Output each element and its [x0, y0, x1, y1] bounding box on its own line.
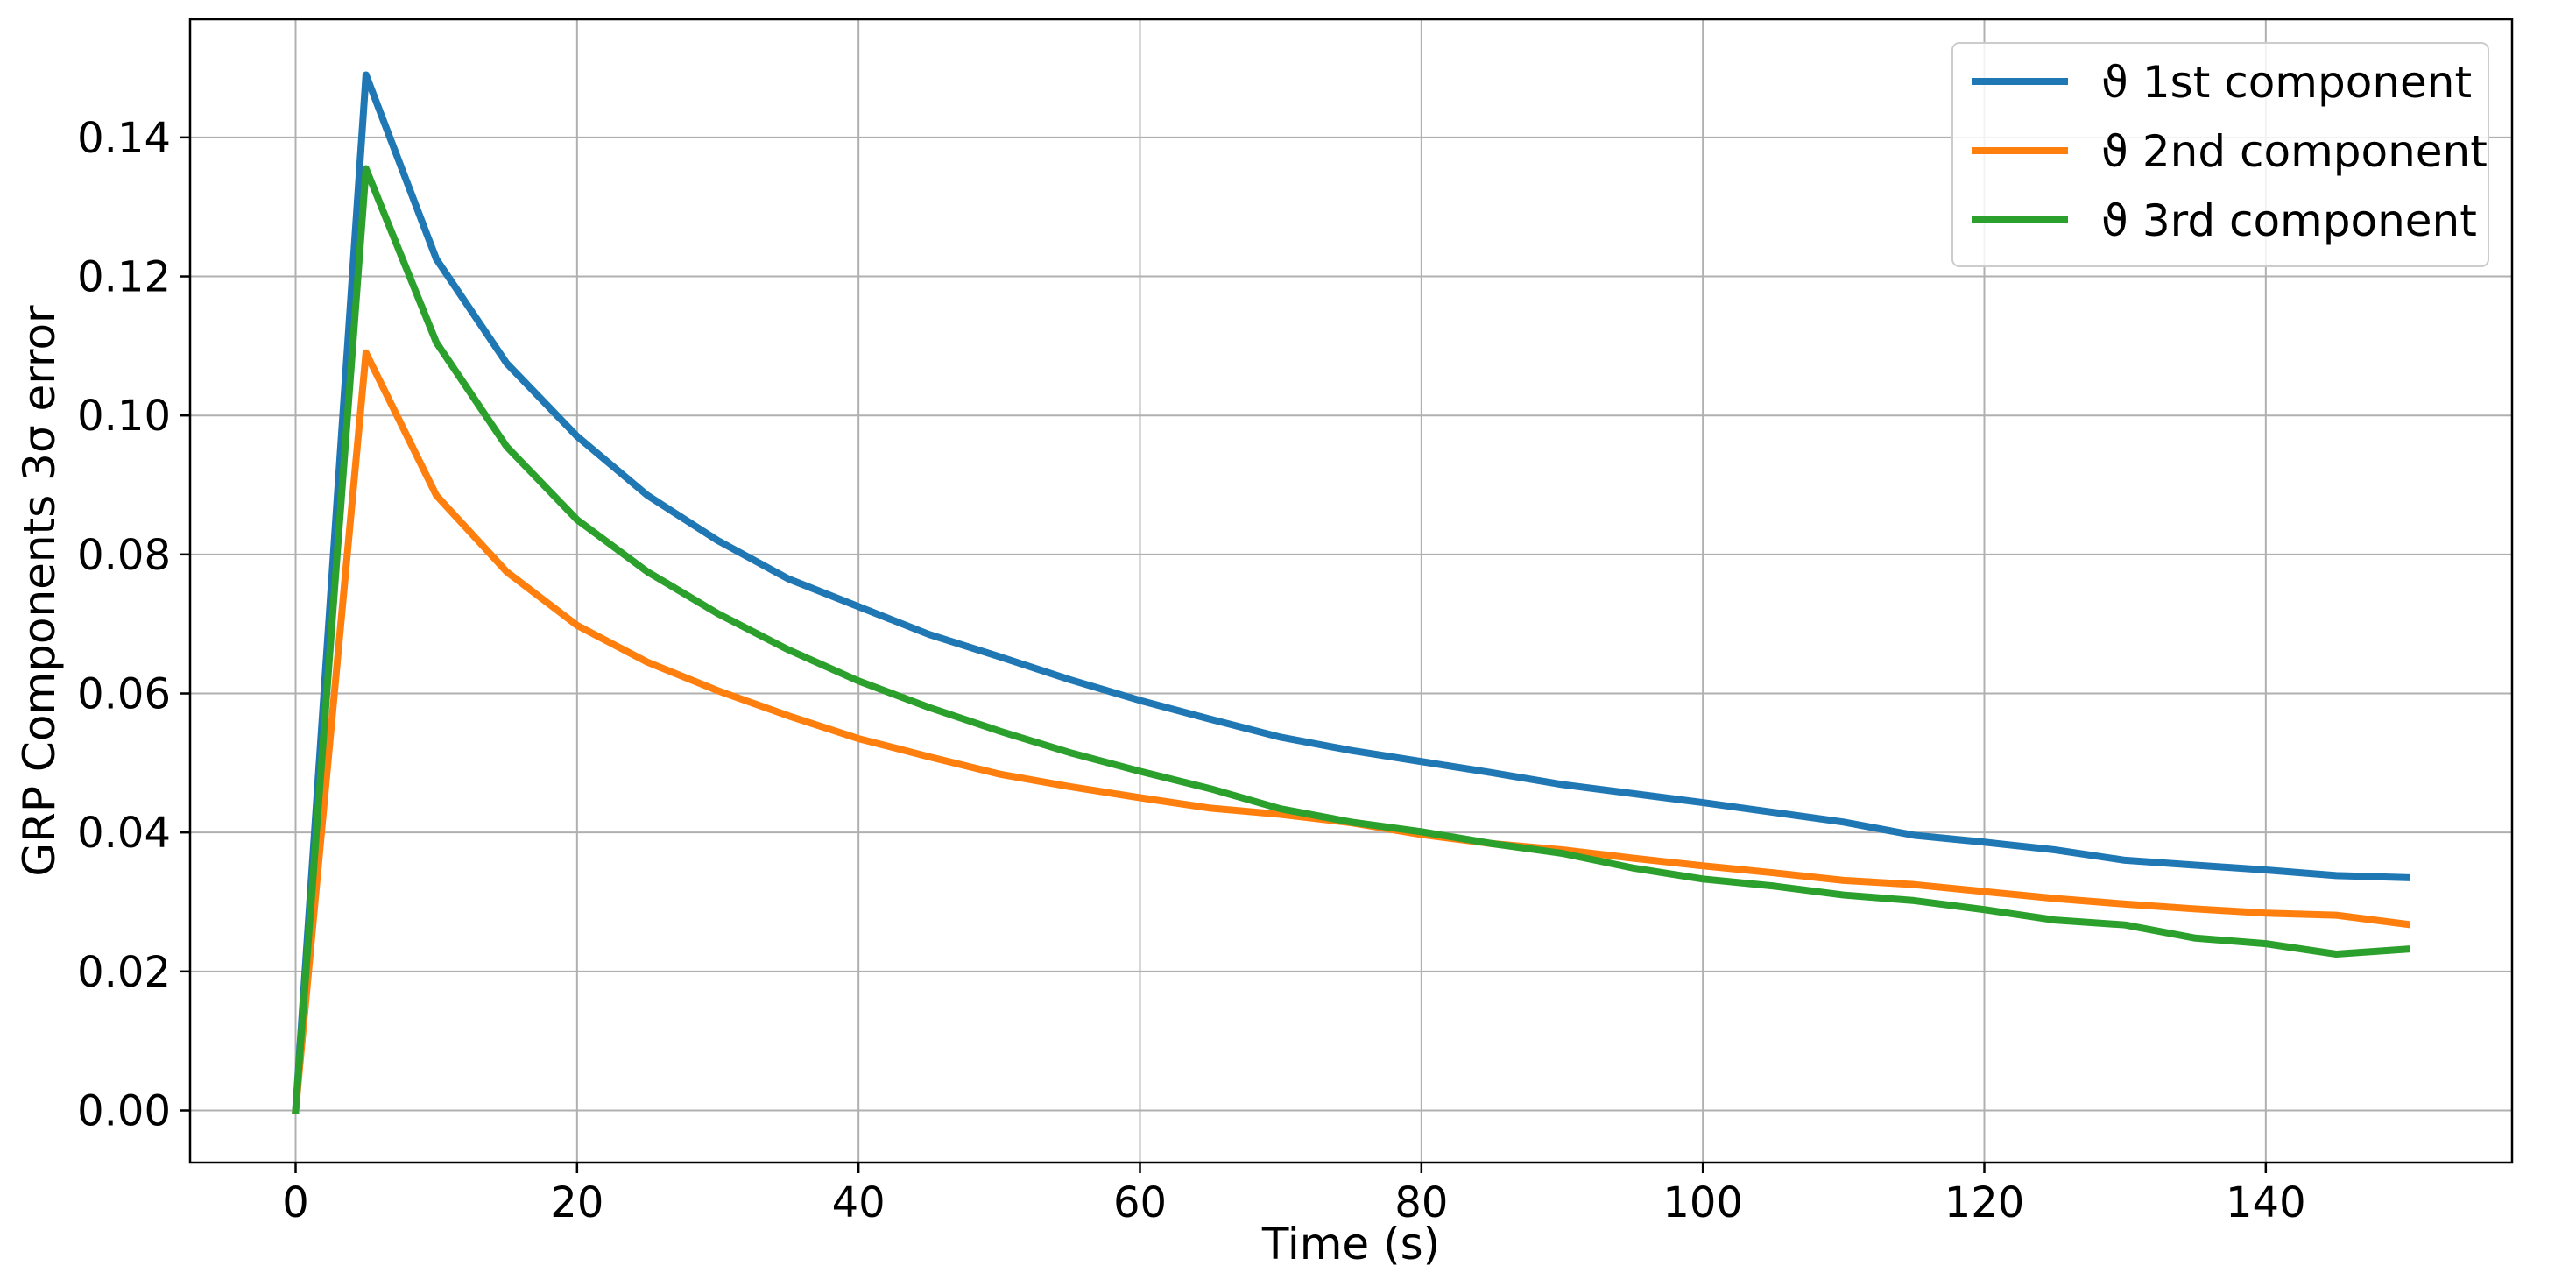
x-tick-label: 100 — [1662, 1178, 1743, 1227]
x-tick-label: 60 — [1113, 1178, 1167, 1227]
legend: ϑ 1st component ϑ 2nd component ϑ 3rd comp… — [1951, 42, 2489, 267]
y-tick-label: 0.04 — [77, 809, 171, 858]
y-tick-label: 0.14 — [77, 114, 171, 163]
x-axis-label: Time (s) — [1261, 1219, 1440, 1269]
x-axis-ticks: 0 20 40 60 80 100 120 140 — [282, 1163, 2306, 1227]
y-tick-label: 0.06 — [77, 670, 171, 719]
y-tick-label: 0.12 — [77, 253, 171, 302]
x-tick-label: 120 — [1944, 1178, 2025, 1227]
legend-label-1: ϑ 1st component — [2101, 57, 2472, 108]
y-tick-label: 0.10 — [77, 392, 171, 441]
y-axis-ticks: 0.00 0.02 0.04 0.06 0.08 0.10 0.12 0.14 — [77, 114, 190, 1136]
series-line-1 — [292, 71, 2410, 1114]
x-tick-label: 140 — [2226, 1178, 2306, 1227]
x-tick-label: 80 — [1394, 1178, 1448, 1227]
y-tick-label: 0.02 — [77, 948, 171, 997]
x-tick-label: 40 — [832, 1178, 886, 1227]
legend-label-3: ϑ 3rd component — [2101, 195, 2477, 246]
legend-box — [1951, 42, 2489, 267]
plot-area-frame — [188, 18, 2514, 1164]
x-tick-label: 20 — [550, 1178, 603, 1227]
legend-label-2: ϑ 2nd component — [2101, 126, 2488, 177]
y-tick-label: 0.08 — [77, 531, 171, 580]
series-line-3 — [292, 165, 2410, 1114]
series-group — [292, 71, 2410, 1114]
x-tick-label: 0 — [282, 1178, 309, 1227]
y-axis-label: GRP Components 3σ error — [14, 305, 65, 877]
grid — [190, 19, 2512, 1163]
y-tick-label: 0.00 — [77, 1087, 171, 1136]
